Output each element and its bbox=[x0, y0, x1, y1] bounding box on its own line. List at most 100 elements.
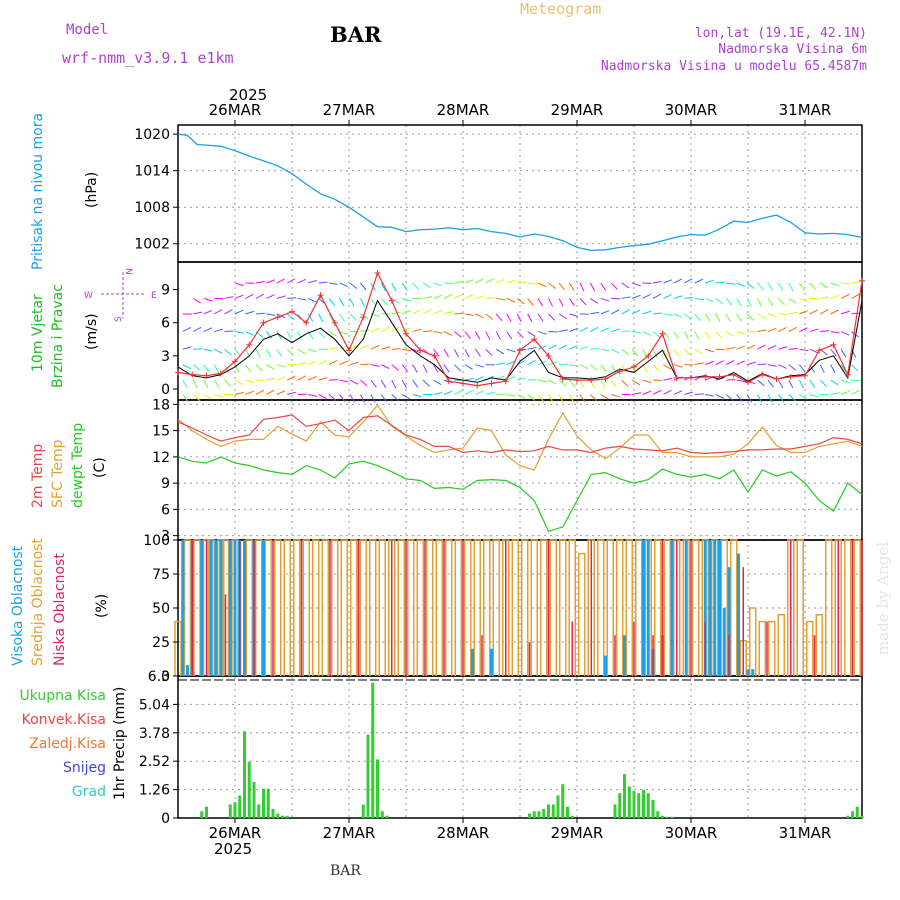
gust-marker bbox=[759, 371, 766, 378]
wind-arrow bbox=[642, 379, 652, 384]
temp-unit: (C) bbox=[92, 457, 108, 478]
wind-arrow bbox=[318, 377, 328, 381]
y-tick-label: 3.78 bbox=[139, 726, 170, 742]
wind-arrow bbox=[799, 297, 808, 302]
y-tick-label: 18 bbox=[152, 397, 170, 413]
precip-legend-item: Ukupna Kisa bbox=[19, 688, 106, 704]
wind-arrow bbox=[276, 295, 286, 299]
wind-arrow bbox=[652, 312, 663, 315]
wind-arrow bbox=[475, 390, 484, 395]
wind-arrow bbox=[527, 282, 537, 285]
wind-arrow bbox=[767, 394, 773, 403]
temp-2m-label: 2m Temp bbox=[30, 444, 46, 508]
wind-arrow bbox=[245, 331, 254, 336]
wind-arrow bbox=[590, 326, 599, 332]
y-tick-label: 0 bbox=[161, 669, 170, 685]
wind-arrow bbox=[600, 364, 607, 373]
cloud-bar-mid bbox=[340, 539, 348, 676]
gust-marker bbox=[474, 382, 481, 389]
wind-arrow bbox=[193, 348, 203, 350]
cloud-bar-mid bbox=[559, 539, 567, 676]
wind-arrow bbox=[255, 280, 265, 284]
wind-arrow bbox=[767, 344, 777, 350]
precip-bar bbox=[200, 811, 204, 818]
wind-arrow bbox=[746, 344, 756, 350]
wind-arrow bbox=[830, 364, 836, 373]
bottom-day-label: 26MAR bbox=[209, 824, 262, 842]
cloud-bar-mid bbox=[264, 539, 272, 676]
wind-arrow bbox=[506, 297, 516, 303]
wind-arrow bbox=[558, 379, 567, 387]
cloud-bar-high bbox=[722, 608, 726, 676]
wind-arrow bbox=[359, 298, 366, 307]
wind-arrow bbox=[830, 331, 840, 334]
gust-marker bbox=[602, 376, 609, 383]
wind-arrow bbox=[423, 330, 433, 333]
wind-arrow bbox=[819, 282, 828, 289]
wind-arrow bbox=[537, 282, 547, 288]
wind-arrow bbox=[412, 348, 421, 354]
gust-marker bbox=[388, 297, 395, 304]
compass-s: S bbox=[114, 316, 124, 322]
wind-arrow bbox=[495, 313, 503, 322]
wind-arrow bbox=[537, 331, 547, 335]
wind-arrow bbox=[767, 379, 774, 388]
wind-arrow bbox=[548, 379, 557, 385]
wind-arrow bbox=[213, 309, 223, 315]
gust-marker bbox=[773, 376, 780, 383]
cloud-bar-mid bbox=[435, 539, 443, 676]
wind-arrow bbox=[328, 331, 337, 337]
dewpt-temp-label: dewpt Temp bbox=[70, 423, 86, 508]
wind-arrow bbox=[464, 331, 471, 339]
wind-arrow bbox=[746, 394, 753, 403]
wind-arrow bbox=[339, 282, 348, 288]
gust-marker bbox=[189, 371, 196, 378]
wind-arrow bbox=[224, 330, 234, 333]
precip-bar bbox=[271, 808, 275, 818]
precip-bar bbox=[570, 815, 574, 818]
gust-marker bbox=[816, 347, 823, 354]
wind-arrow bbox=[819, 309, 829, 315]
wind-arrow bbox=[286, 348, 295, 356]
wind-arrow bbox=[725, 298, 733, 306]
cloud-bar-mid bbox=[568, 539, 576, 676]
wind-arrow bbox=[663, 331, 670, 339]
gust-marker bbox=[588, 377, 595, 384]
cloud-bar-mid bbox=[796, 539, 804, 676]
gust-marker bbox=[246, 341, 253, 348]
y-tick-label: 5.04 bbox=[139, 697, 170, 713]
wind-arrow bbox=[380, 282, 386, 292]
y-tick-label: 25 bbox=[152, 635, 170, 651]
wind-arrow bbox=[433, 364, 439, 373]
watermark: made by Angel bbox=[874, 542, 892, 655]
wind-arrow bbox=[234, 294, 244, 299]
wind-arrow bbox=[370, 345, 380, 350]
wind-arrow bbox=[799, 394, 808, 400]
wind-arrow bbox=[214, 283, 220, 289]
wind-arrow bbox=[736, 394, 743, 402]
wind-arrow bbox=[192, 364, 201, 371]
wind-arrow bbox=[213, 393, 223, 398]
wind-arrow bbox=[631, 309, 641, 315]
wind-arrow bbox=[454, 389, 463, 395]
wind-arrow bbox=[506, 348, 516, 353]
wind-arrow bbox=[652, 280, 662, 284]
precip-bar bbox=[252, 781, 256, 818]
gust-marker bbox=[203, 372, 210, 379]
wind-arrow bbox=[183, 298, 189, 304]
wind-arrow bbox=[569, 364, 579, 367]
y-tick-label: 3 bbox=[161, 529, 170, 545]
wind-arrow bbox=[287, 391, 297, 395]
elevation-text: Nadmorska Visina 6m bbox=[718, 42, 867, 57]
wind-arrow bbox=[182, 346, 192, 350]
wind-arrow bbox=[224, 379, 232, 387]
wind-arrow bbox=[798, 282, 805, 291]
wind-arrow bbox=[757, 313, 766, 320]
wind-arrow bbox=[485, 331, 491, 340]
gust-marker bbox=[289, 308, 295, 315]
wind-arrow bbox=[464, 279, 474, 284]
wind-arrow bbox=[767, 298, 774, 307]
wind-arrow bbox=[527, 359, 536, 366]
cloud-bar-high bbox=[604, 655, 607, 676]
wind-arrow bbox=[694, 362, 704, 366]
